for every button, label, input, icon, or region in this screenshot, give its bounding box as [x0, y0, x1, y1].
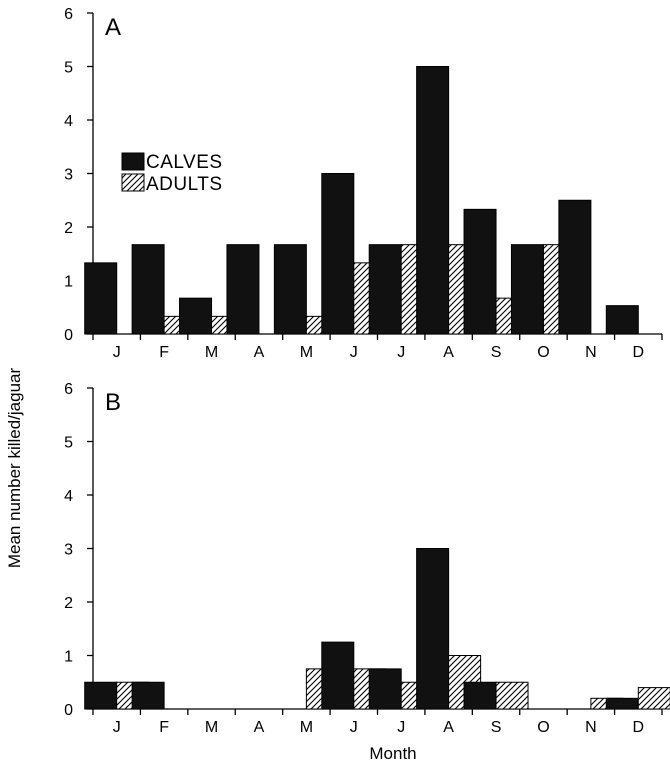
- x-tick-label-b: M: [205, 719, 218, 736]
- x-tick-label-a: N: [585, 344, 597, 361]
- bar-calves-a: [273, 244, 307, 335]
- x-tick-label-a: M: [300, 344, 313, 361]
- bar-calves-a: [368, 244, 402, 335]
- y-tick-label-a: 4: [64, 113, 73, 130]
- x-tick-label-a: M: [205, 344, 218, 361]
- y-axis-title: Mean number killed/jaguar: [5, 368, 24, 569]
- y-tick-label-a: 0: [64, 327, 73, 344]
- bar-calves-a: [131, 244, 165, 335]
- y-tick-label-a: 2: [64, 220, 73, 237]
- y-tick-label-a: 5: [64, 60, 73, 77]
- legend-label-adults: ADULTS: [146, 174, 223, 195]
- x-tick-label-b: F: [159, 719, 169, 736]
- y-tick-label-b: 3: [64, 542, 73, 559]
- panel-label-a: A: [105, 14, 121, 41]
- x-tick-label-a: S: [491, 344, 502, 361]
- y-tick-label-b: 6: [64, 381, 73, 398]
- y-tick-label-a: 1: [64, 274, 73, 291]
- x-tick-label-b: A: [443, 719, 454, 736]
- x-tick-label-b: D: [633, 719, 645, 736]
- bar-adults-b: [495, 681, 529, 710]
- y-tick-label-b: 0: [64, 702, 73, 719]
- bar-calves-b: [84, 681, 118, 710]
- bar-calves-a: [605, 305, 639, 335]
- legend-swatch-adults: [121, 173, 145, 192]
- x-tick-label-a: A: [443, 344, 454, 361]
- bar-calves-b: [368, 668, 402, 710]
- bar-calves-b: [416, 548, 450, 710]
- x-tick-label-b: O: [537, 719, 549, 736]
- x-tick-label-b: A: [254, 719, 265, 736]
- panel-b: 0 1 2 3 4 5 6 J F M A M J J A S O N D B: [64, 381, 670, 736]
- x-tick-label-b: M: [300, 719, 313, 736]
- bar-calves-b: [463, 681, 497, 710]
- bar-calves-b: [131, 681, 165, 710]
- bar-adults-b: [637, 687, 670, 710]
- x-tick-label-b: J: [350, 719, 358, 736]
- x-tick-label-b: J: [113, 719, 121, 736]
- panel-label-b: B: [105, 389, 121, 416]
- x-tick-label-a: O: [537, 344, 549, 361]
- bar-calves-a: [416, 66, 450, 335]
- bar-calves-b: [321, 641, 355, 710]
- bar-calves-a: [463, 208, 497, 335]
- bar-calves-a: [179, 297, 213, 335]
- x-tick-label-b: J: [397, 719, 405, 736]
- panel-a: 0 1 2 3 4 5 6 J F M A M J J A S O N D A: [64, 6, 663, 361]
- bar-calves-a: [226, 244, 260, 335]
- x-tick-label-b: S: [491, 719, 502, 736]
- bar-calves-a: [510, 244, 544, 335]
- bar-calves-a: [84, 262, 118, 335]
- y-tick-label-a: 3: [64, 167, 73, 184]
- legend-swatch-calves: [121, 152, 145, 171]
- legend: CALVES ADULTS: [121, 152, 223, 195]
- x-tick-label-b: N: [585, 719, 597, 736]
- bar-calves-b: [605, 697, 639, 710]
- y-tick-label-b: 1: [64, 649, 73, 666]
- bar-calves-a: [558, 199, 592, 335]
- x-tick-label-a: D: [633, 344, 645, 361]
- x-tick-label-a: A: [254, 344, 265, 361]
- x-tick-label-a: F: [159, 344, 169, 361]
- legend-label-calves: CALVES: [146, 152, 223, 173]
- x-tick-label-a: J: [350, 344, 358, 361]
- x-axis-title: Month: [369, 744, 416, 763]
- x-tick-label-a: J: [113, 344, 121, 361]
- bar-calves-a: [321, 173, 355, 335]
- y-tick-label-b: 5: [64, 435, 73, 452]
- y-tick-label-b: 2: [64, 595, 73, 612]
- y-tick-label-b: 4: [64, 488, 73, 505]
- x-tick-label-a: J: [397, 344, 405, 361]
- y-tick-label-a: 6: [64, 6, 73, 23]
